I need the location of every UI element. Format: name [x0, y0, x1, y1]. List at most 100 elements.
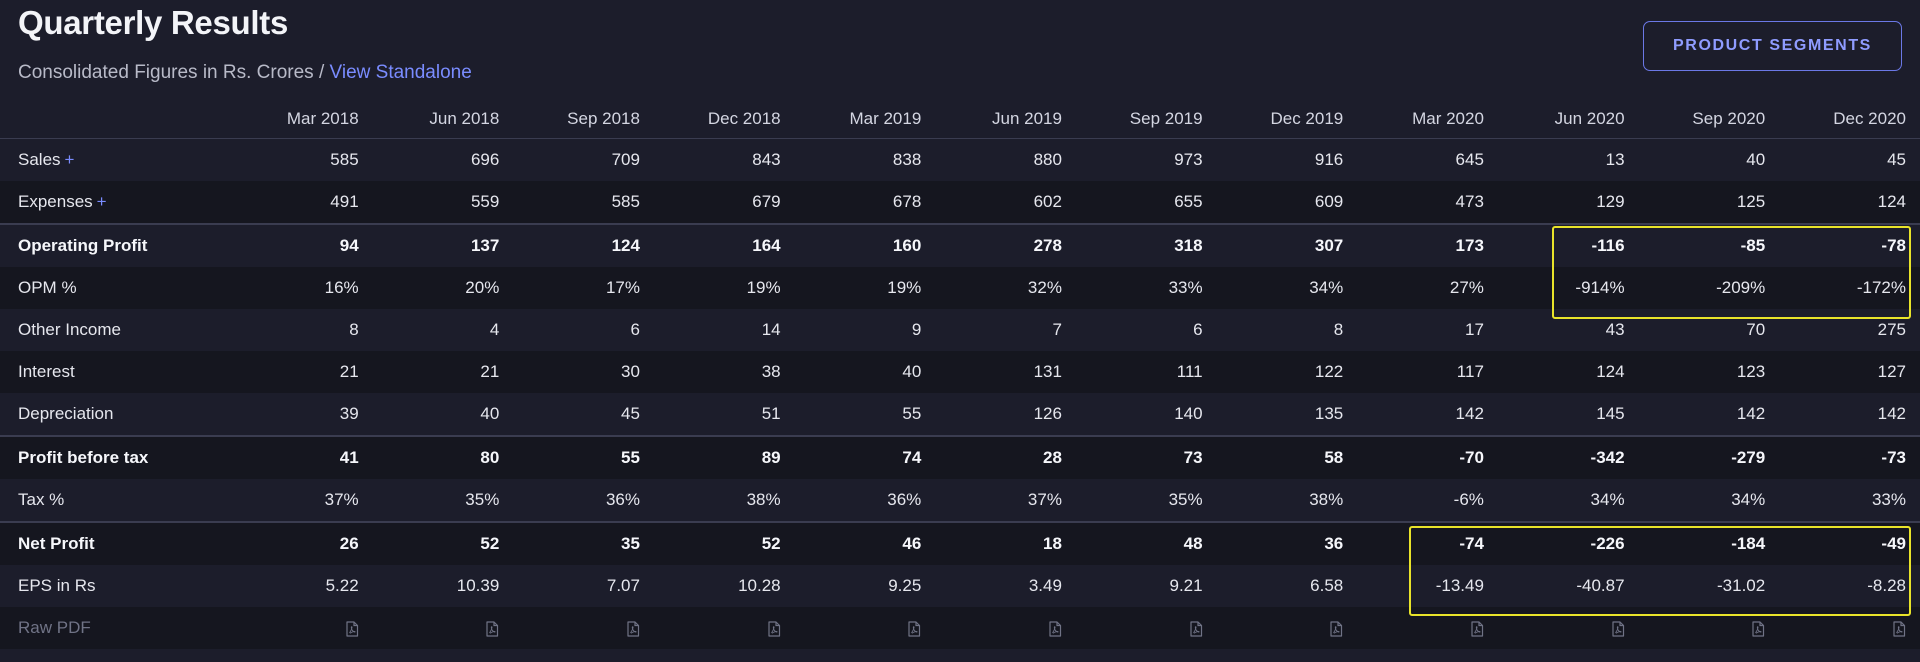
value-cell: 173	[1357, 223, 1498, 267]
column-header: Dec 2019	[1216, 100, 1358, 139]
expand-plus-icon[interactable]: +	[64, 150, 75, 169]
row-label: Other Income	[0, 309, 232, 351]
row-label: Operating Profit	[0, 223, 232, 267]
raw-pdf-cell	[653, 607, 795, 649]
value-cell: 307	[1216, 223, 1358, 267]
value-cell: 19%	[653, 267, 795, 309]
pdf-file-icon[interactable]	[1470, 620, 1484, 637]
value-cell: -74	[1357, 521, 1498, 565]
value-cell: 973	[1075, 138, 1217, 181]
value-cell: 10.39	[372, 565, 514, 607]
value-cell: 14	[653, 309, 795, 351]
value-cell: 880	[935, 138, 1076, 181]
pdf-file-icon[interactable]	[767, 620, 781, 637]
row-label-text: OPM %	[18, 278, 77, 297]
value-cell: 124	[513, 223, 654, 267]
pdf-file-icon[interactable]	[1611, 620, 1625, 637]
value-cell: 7.07	[513, 565, 654, 607]
row-label: Depreciation	[0, 393, 232, 436]
value-cell: 21	[372, 351, 514, 393]
value-cell: -6%	[1357, 479, 1498, 522]
value-cell: 142	[1357, 393, 1498, 436]
value-cell: 52	[372, 521, 514, 565]
value-cell: 709	[513, 138, 654, 181]
pdf-file-icon[interactable]	[907, 620, 921, 637]
value-cell: 164	[653, 223, 795, 267]
value-cell: -209%	[1638, 267, 1780, 309]
value-cell: -116	[1497, 223, 1639, 267]
value-cell: 131	[935, 351, 1076, 393]
table-row: Operating Profit 94 137 124 164 160 278 318 307 1…	[0, 223, 1920, 267]
row-label-text: Depreciation	[18, 404, 114, 423]
raw-pdf-cell	[1216, 607, 1358, 649]
value-cell: 9.25	[794, 565, 936, 607]
row-label-text: Tax %	[18, 490, 65, 509]
row-label: OPM %	[0, 267, 232, 309]
value-cell: 35%	[1075, 479, 1217, 522]
value-cell: 39	[232, 393, 373, 436]
value-cell: 679	[653, 181, 795, 224]
value-cell: 21	[232, 351, 373, 393]
row-label[interactable]: Sales +	[0, 138, 232, 181]
column-header: Mar 2019	[794, 100, 936, 139]
value-cell: 34%	[1216, 267, 1358, 309]
value-cell: -226	[1497, 521, 1639, 565]
row-label: EPS in Rs	[0, 565, 232, 607]
pdf-file-icon[interactable]	[1189, 620, 1203, 637]
raw-pdf-cell	[513, 607, 654, 649]
row-label: Net Profit	[0, 521, 232, 565]
column-header: Jun 2019	[935, 100, 1076, 139]
table-row: Sales +585 696 709 843 838 880 973 916 645 13 40 45	[0, 138, 1920, 181]
expand-plus-icon[interactable]: +	[96, 192, 107, 211]
value-cell: 58	[1216, 435, 1358, 479]
pdf-file-icon[interactable]	[1329, 620, 1343, 637]
value-cell: -31.02	[1638, 565, 1780, 607]
row-label-text: EPS in Rs	[18, 576, 96, 595]
column-header: Dec 2018	[653, 100, 795, 139]
table-row: OPM % 16% 20% 17% 19% 19% 32% 33% 34% 27% -914% -20…	[0, 267, 1920, 309]
value-cell: 916	[1216, 138, 1358, 181]
value-cell: 73	[1075, 435, 1217, 479]
value-cell: 585	[232, 138, 373, 181]
value-cell: 318	[1075, 223, 1217, 267]
raw-pdf-cell	[1638, 607, 1780, 649]
value-cell: 40	[1638, 138, 1780, 181]
value-cell: 19%	[794, 267, 936, 309]
pdf-file-icon[interactable]	[1048, 620, 1062, 637]
view-standalone-link[interactable]: View Standalone	[329, 62, 472, 83]
value-cell: 3.49	[935, 565, 1076, 607]
table-row: Depreciation 39 40 45 51 55 126 140 135 142 145 142…	[0, 393, 1920, 436]
value-cell: 609	[1216, 181, 1358, 224]
product-segments-button[interactable]: PRODUCT SEGMENTS	[1643, 21, 1902, 71]
value-cell: 5.22	[232, 565, 373, 607]
pdf-file-icon[interactable]	[345, 620, 359, 637]
value-cell: 34%	[1638, 479, 1780, 522]
pdf-file-icon[interactable]	[1751, 620, 1765, 637]
row-label-text: Sales	[18, 150, 61, 169]
raw-pdf-label: Raw PDF	[0, 607, 232, 649]
value-cell: -279	[1638, 435, 1780, 479]
value-cell: 7	[935, 309, 1076, 351]
value-cell: 26	[232, 521, 373, 565]
row-label-text: Operating Profit	[18, 236, 148, 255]
value-cell: 6	[1075, 309, 1217, 351]
column-header: Mar 2018	[232, 100, 373, 139]
value-cell: 838	[794, 138, 936, 181]
value-cell: 129	[1497, 181, 1639, 224]
value-cell: 52	[653, 521, 795, 565]
value-cell: 145	[1497, 393, 1639, 436]
column-header: Jun 2018	[372, 100, 514, 139]
value-cell: 35	[513, 521, 654, 565]
row-label[interactable]: Expenses +	[0, 181, 232, 224]
pdf-file-icon[interactable]	[1892, 620, 1906, 637]
pdf-file-icon[interactable]	[626, 620, 640, 637]
value-cell: 13	[1497, 138, 1639, 181]
value-cell: 38%	[653, 479, 795, 522]
header-label-cell	[0, 100, 232, 139]
column-header: Dec 2020	[1779, 100, 1920, 139]
value-cell: 27%	[1357, 267, 1498, 309]
pdf-file-icon[interactable]	[485, 620, 499, 637]
value-cell: 34%	[1497, 479, 1639, 522]
raw-pdf-cell	[1357, 607, 1498, 649]
value-cell: 46	[794, 521, 936, 565]
